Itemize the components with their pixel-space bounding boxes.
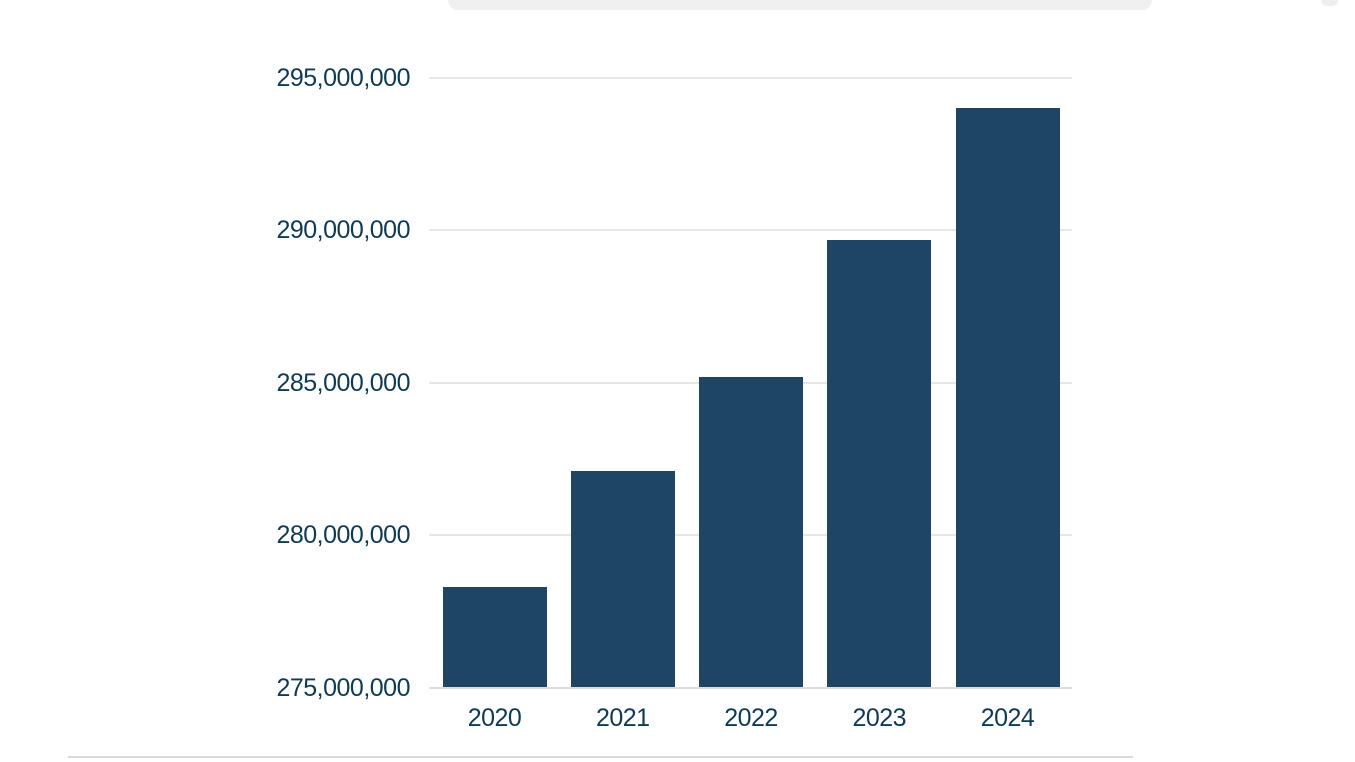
bar-2024[interactable] (955, 108, 1060, 687)
bar-2023[interactable] (827, 239, 932, 687)
bar-2021[interactable] (570, 471, 675, 687)
y-gridline (429, 229, 1072, 232)
x-axis-label-2020: 2020 (467, 704, 522, 732)
y-axis-tick-label: 285,000,000 (276, 368, 410, 397)
top-card-edge-corner (1321, 0, 1338, 6)
x-axis-label-2022: 2022 (724, 704, 778, 732)
y-axis-tick-label: 295,000,000 (276, 64, 410, 92)
x-axis-baseline (429, 686, 1072, 689)
y-axis-tick-label: 275,000,000 (276, 673, 410, 702)
bar-2020[interactable] (442, 586, 547, 687)
bar-2022[interactable] (699, 376, 803, 687)
x-axis-label-2021: 2021 (595, 704, 650, 732)
top-card-edge (448, 0, 1152, 10)
x-axis-label-2024: 2024 (980, 704, 1035, 732)
x-axis-label-2023: 2023 (852, 704, 907, 732)
y-axis-tick-label: 280,000,000 (276, 521, 410, 550)
y-axis-tick-label: 290,000,000 (276, 216, 410, 245)
y-gridline (429, 77, 1072, 79)
bottom-divider (68, 756, 1133, 758)
